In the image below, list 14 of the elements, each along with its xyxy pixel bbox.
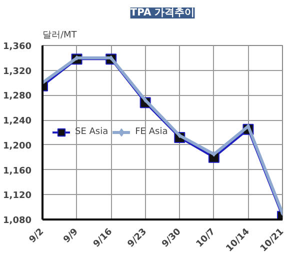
y-tick-label: 1,360 <box>3 42 32 52</box>
y-tick-label: 1,200 <box>3 141 32 152</box>
y-axis-title: 달러/MT <box>42 30 78 40</box>
x-tick-label: 9/2 <box>28 226 46 246</box>
y-tick-label: 1,280 <box>3 92 32 102</box>
chart-title: TPA 가격추이 <box>130 8 195 18</box>
legend-label: SE Asia <box>75 127 108 137</box>
y-tick-label: 1,080 <box>3 216 32 226</box>
y-tick-label: 1,320 <box>3 66 32 77</box>
legend-label: FE Asia <box>135 127 168 137</box>
y-tick-label: 1,240 <box>3 116 32 127</box>
x-tick-label: 9/9 <box>62 226 80 246</box>
y-tick-label: 1,120 <box>3 191 32 202</box>
y-tick-label: 1,160 <box>3 166 32 176</box>
